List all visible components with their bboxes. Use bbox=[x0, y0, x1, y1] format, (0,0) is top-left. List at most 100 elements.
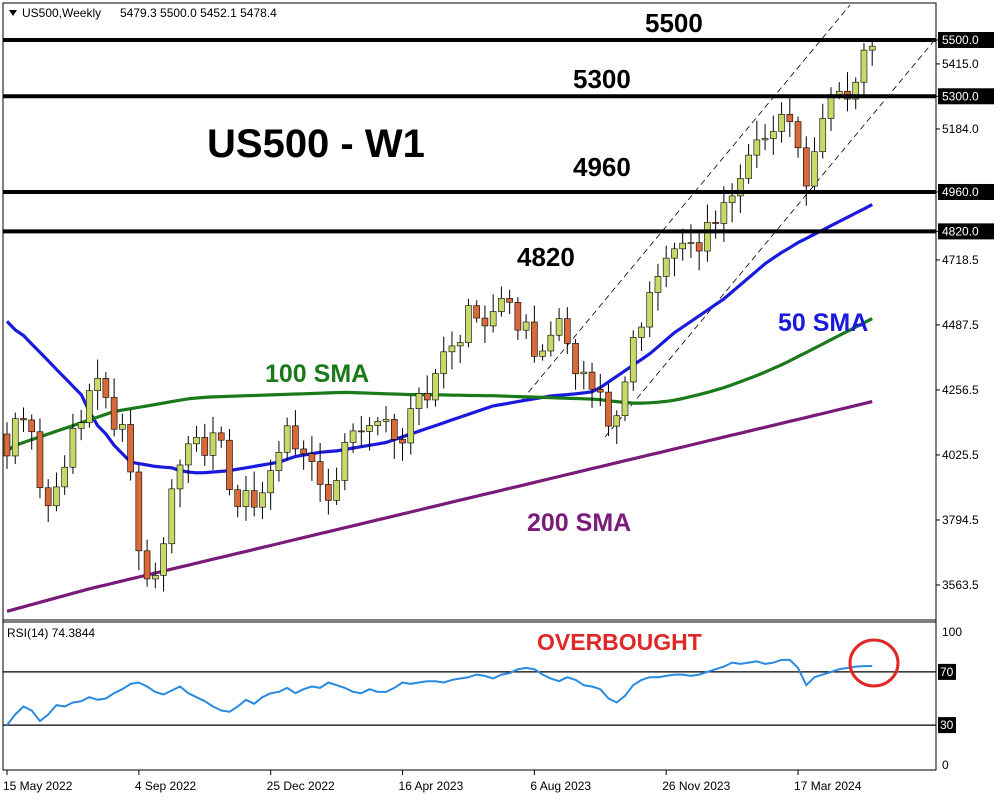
candle-body bbox=[160, 543, 167, 576]
sma100-label: 100 SMA bbox=[265, 360, 369, 388]
50-sma-line bbox=[5, 203, 873, 475]
price-tag-bg bbox=[938, 223, 994, 240]
ohlc-readout: 5479.3 5500.0 5452.1 5478.4 bbox=[120, 6, 277, 20]
candle bbox=[448, 331, 456, 370]
candle bbox=[737, 164, 744, 213]
candle-body bbox=[638, 326, 645, 338]
price-tag-label: 4820.0 bbox=[942, 224, 979, 238]
candle-body bbox=[242, 490, 250, 507]
candle-body bbox=[423, 393, 431, 401]
price-tag-label: 4960.0 bbox=[942, 185, 979, 199]
candle bbox=[745, 144, 752, 184]
candle bbox=[473, 300, 480, 323]
candle bbox=[77, 409, 85, 441]
candle-body bbox=[786, 113, 794, 122]
candle bbox=[3, 422, 11, 469]
candle bbox=[325, 468, 332, 515]
candle-body bbox=[300, 448, 307, 455]
candle-body bbox=[94, 377, 101, 391]
time-tick-label: 26 Nov 2023 bbox=[662, 779, 730, 793]
candle bbox=[102, 372, 110, 409]
candle-body bbox=[341, 442, 349, 481]
candle-body bbox=[555, 318, 563, 336]
candle bbox=[588, 362, 596, 408]
candle-body bbox=[588, 371, 596, 390]
candle-body bbox=[234, 489, 242, 507]
candle bbox=[531, 305, 538, 363]
candle bbox=[86, 383, 93, 428]
candle bbox=[456, 334, 464, 363]
candle bbox=[761, 124, 769, 151]
candle-body bbox=[737, 178, 744, 197]
level-label-5300: 5300 bbox=[573, 64, 631, 94]
candle-body bbox=[358, 430, 365, 433]
candle bbox=[20, 407, 27, 432]
candle-body bbox=[61, 466, 68, 488]
chart-frame bbox=[2, 2, 937, 771]
time-tick-label: 4 Sep 2022 bbox=[135, 779, 197, 793]
candle bbox=[36, 418, 44, 499]
price-tick-label: 3563.5 bbox=[942, 578, 979, 592]
200-sma-line bbox=[6, 400, 873, 613]
candle bbox=[564, 307, 571, 355]
sma50-label: 50 SMA bbox=[778, 309, 868, 337]
candle-body bbox=[465, 305, 472, 343]
candle-body bbox=[728, 195, 736, 203]
candle bbox=[605, 383, 612, 436]
candle-body bbox=[86, 390, 93, 424]
candle bbox=[506, 289, 513, 315]
candle-body bbox=[547, 334, 555, 352]
candle bbox=[621, 376, 629, 421]
candle bbox=[844, 72, 851, 112]
candle bbox=[720, 186, 728, 242]
sma200-label: 200 SMA bbox=[527, 509, 631, 537]
candle bbox=[160, 537, 167, 592]
candle bbox=[712, 210, 719, 239]
candle bbox=[110, 378, 118, 437]
candle bbox=[811, 137, 818, 193]
price-tag-label: 5500.0 bbox=[942, 33, 979, 47]
candlesticks bbox=[3, 38, 876, 592]
candle bbox=[275, 441, 283, 482]
dropdown-triangle-icon[interactable] bbox=[9, 10, 17, 16]
candle bbox=[193, 425, 200, 452]
candle-body bbox=[514, 301, 522, 331]
candle-body bbox=[432, 373, 439, 401]
candle-body bbox=[671, 248, 678, 259]
rsi-tag-bg bbox=[938, 663, 956, 680]
candle-body bbox=[168, 488, 176, 545]
candle-body bbox=[654, 276, 662, 293]
candle bbox=[646, 281, 654, 338]
candle bbox=[662, 245, 670, 288]
candle-body bbox=[761, 138, 769, 141]
time-axis: 15 May 2022 4 Sep 2022 25 Dec 2022 16 Apr 2… bbox=[3, 770, 862, 793]
candle bbox=[94, 359, 101, 410]
candle-body bbox=[407, 408, 415, 444]
candle-body bbox=[811, 151, 818, 187]
candle bbox=[514, 297, 522, 340]
candle-body bbox=[382, 419, 390, 422]
candle bbox=[415, 387, 423, 426]
candle bbox=[465, 298, 472, 348]
candle bbox=[481, 305, 489, 344]
candle-body bbox=[687, 242, 695, 244]
candle-body bbox=[184, 443, 192, 466]
candle-body bbox=[629, 337, 637, 383]
candle bbox=[44, 479, 52, 523]
candle-body bbox=[745, 154, 752, 179]
symbol-label: US500,Weekly bbox=[22, 6, 101, 20]
candle bbox=[753, 120, 761, 168]
candle-body bbox=[613, 415, 621, 427]
price-tick-label: 4025.5 bbox=[942, 448, 979, 462]
candle bbox=[432, 368, 439, 407]
time-tick-label: 16 Apr 2023 bbox=[399, 779, 464, 793]
candle-body bbox=[415, 393, 423, 409]
candle bbox=[316, 443, 324, 502]
candle bbox=[292, 410, 299, 456]
price-tag-bg bbox=[938, 88, 994, 105]
candle bbox=[127, 409, 134, 481]
candle bbox=[152, 562, 159, 589]
price-tag-bg bbox=[938, 183, 994, 200]
candle bbox=[366, 417, 373, 451]
